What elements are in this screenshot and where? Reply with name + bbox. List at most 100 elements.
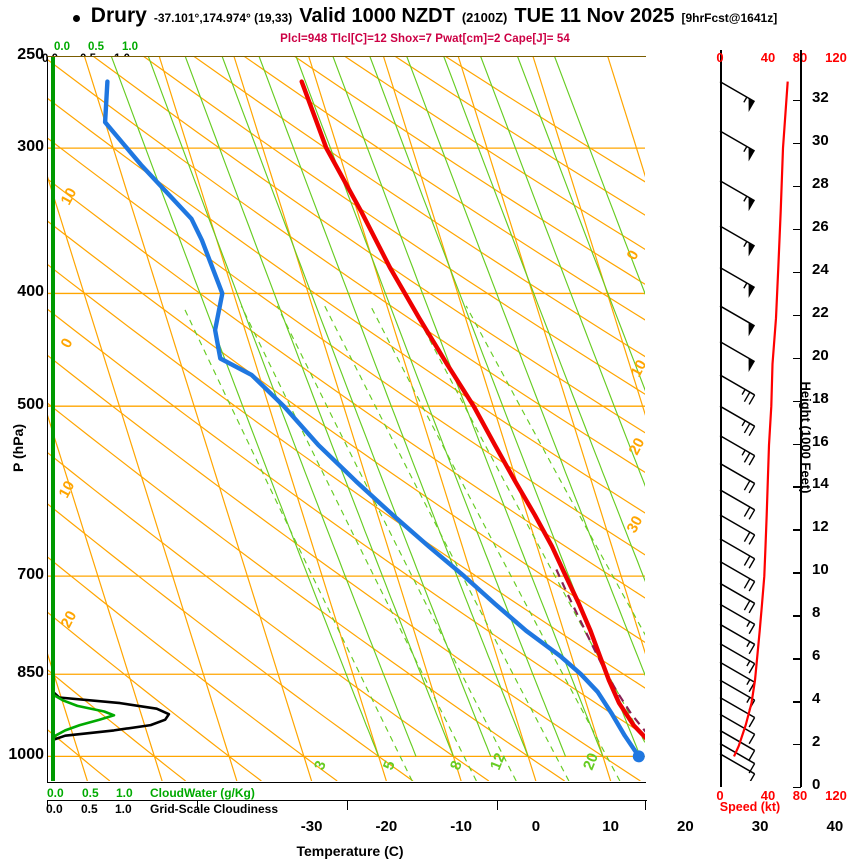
wind-barb — [719, 305, 756, 337]
wind-axis-line — [720, 50, 722, 787]
dry-adiabat-label: 20 — [626, 435, 645, 458]
height-label-28: 28 — [812, 174, 829, 192]
wind-barb — [719, 180, 756, 212]
pressure-label-700: 700 — [17, 566, 44, 584]
height-label-12: 12 — [812, 518, 829, 536]
bottom-tick-left — [47, 800, 49, 810]
station-dot-icon — [72, 15, 80, 22]
stability-indices: Plcl=948 Tlcl[C]=12 Shox=7 Pwat[cm]=2 Ca… — [280, 33, 570, 45]
height-tick — [793, 185, 801, 188]
cloudwater-legend-tick-2: 1.0 — [116, 786, 133, 800]
height-label-20: 20 — [812, 346, 829, 364]
dry-adiabat-label: 10 — [56, 478, 79, 501]
wind-barb — [719, 582, 756, 614]
dry-adiabat-label: 10 — [58, 185, 81, 208]
wind-barb — [719, 603, 756, 635]
height-label-6: 6 — [812, 647, 821, 665]
dry-adiabat-label: 30 — [624, 513, 645, 536]
height-label-18: 18 — [812, 389, 829, 407]
height-tick — [793, 658, 801, 660]
bottom-tick-2 — [347, 800, 349, 810]
pressure-label-1000: 1000 — [8, 746, 44, 764]
cloudwater-legend-tick-1: 0.5 — [82, 786, 99, 800]
valid-time-zulu: (2100Z) — [461, 10, 508, 25]
speed-label-80-bottom: 80 — [792, 788, 808, 803]
temperature-label--20: -20 — [375, 818, 398, 835]
speed-label-40-bottom: 40 — [760, 788, 776, 803]
speed-label-0-bottom: 0 — [716, 788, 724, 803]
mixing-ratio-label: 20 — [580, 751, 602, 773]
wind-barbs — [719, 80, 756, 781]
height-label-26: 26 — [812, 217, 829, 235]
height-tick — [793, 572, 801, 574]
bottom-tick-1 — [197, 800, 199, 810]
parcel-path — [555, 568, 645, 733]
height-tick — [793, 529, 801, 531]
dry-adiabat-label: 10 — [628, 357, 645, 380]
height-label-16: 16 — [812, 432, 829, 450]
height-tick — [793, 443, 801, 445]
cloudwater-scale-tick-2: 1.0 — [122, 41, 138, 53]
cloudiness-legend-tick-1: 0.5 — [81, 802, 98, 816]
height-label-10: 10 — [812, 561, 829, 579]
wind-barb — [719, 623, 756, 655]
temperature-axis-title: Temperature (C) — [296, 843, 404, 859]
temperature-label-20: 20 — [677, 818, 694, 835]
wind-barb — [719, 266, 756, 298]
bottom-tick-right — [645, 800, 647, 810]
cloudwater-legend-tick-0: 0.0 — [47, 786, 64, 800]
pressure-label-850: 850 — [17, 664, 44, 682]
pressure-label-400: 400 — [17, 283, 44, 301]
pressure-label-500: 500 — [17, 396, 44, 414]
speed-label-120-bottom: 120 — [825, 788, 847, 803]
height-label-32: 32 — [812, 89, 829, 106]
wind-barb — [719, 560, 756, 592]
wind-barb — [719, 642, 756, 674]
wind-barb — [719, 713, 756, 745]
chart-header: Drury -37.101°,174.974° (19,33) Valid 10… — [0, 4, 850, 32]
height-tick — [793, 357, 801, 360]
temperature-label-30: 30 — [751, 818, 769, 835]
pressure-label-300: 300 — [17, 138, 44, 156]
height-tick — [793, 228, 801, 231]
wind-barb — [719, 729, 756, 761]
pressure-axis-title: P (hPa) — [9, 424, 26, 472]
bottom-tick-3 — [497, 800, 499, 810]
wind-barb — [719, 538, 756, 569]
temperature-label-0: 0 — [531, 818, 541, 835]
height-tick — [793, 100, 801, 102]
height-axis-line — [800, 50, 802, 787]
speed-label-0-top: 0 — [716, 50, 724, 65]
speed-axis-title: Speed (kt) — [719, 800, 781, 814]
cloudiness-legend-label: Grid-Scale Cloudiness — [150, 802, 279, 816]
wind-barb — [719, 225, 756, 257]
surface-markers — [632, 750, 645, 763]
speed-label-120-top: 120 — [825, 50, 847, 65]
height-axis-title: Height (1000 Feet) — [798, 381, 814, 494]
wind-barb — [719, 753, 756, 781]
height-tick — [793, 744, 801, 746]
wind-barb — [719, 514, 756, 545]
pressure-label-250: 250 — [17, 46, 44, 63]
height-tick — [793, 400, 801, 402]
height-label-24: 24 — [812, 260, 829, 278]
wind-barb — [719, 130, 756, 162]
station-coordinates: -37.101°,174.974° (19,33) — [153, 11, 293, 25]
forecast-hour: [9hrFcst@1641z] — [681, 11, 778, 25]
wind-barb — [719, 489, 756, 520]
wind-barb — [719, 374, 756, 405]
wind-barb — [719, 434, 756, 466]
isobar-lines — [47, 56, 645, 758]
height-tick — [793, 701, 801, 703]
temperature-label-10: 10 — [602, 818, 619, 835]
temperature-curve — [299, 79, 645, 741]
wind-barb-panel — [719, 80, 756, 781]
temperature-label--10: -10 — [450, 818, 472, 835]
height-label-22: 22 — [812, 303, 829, 321]
station-name: Drury — [90, 4, 147, 27]
height-label-0: 0 — [812, 776, 821, 793]
valid-time: Valid 1000 NZDT — [299, 5, 455, 27]
temperature-label--30: -30 — [300, 818, 323, 835]
